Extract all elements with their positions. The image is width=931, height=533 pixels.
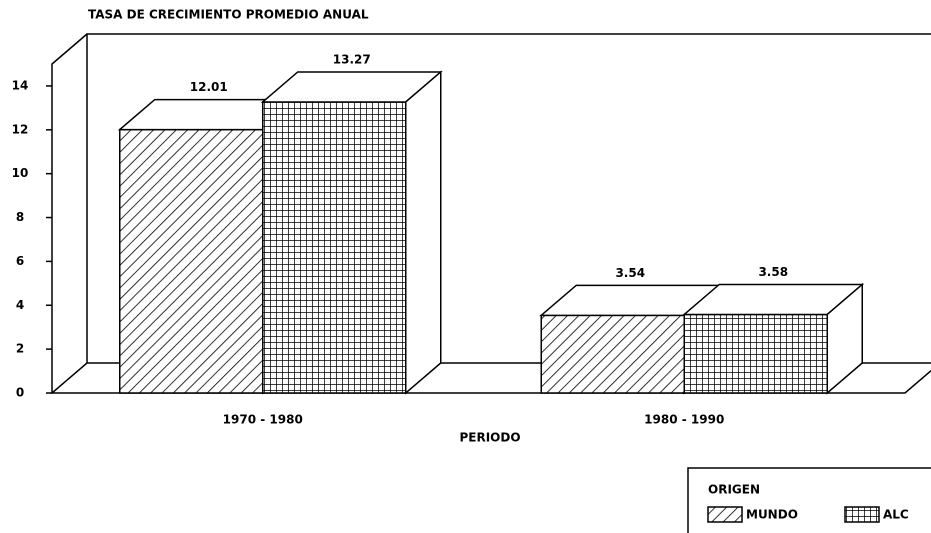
bar-front xyxy=(683,313,828,394)
data-label: 3.58 xyxy=(758,265,788,279)
legend-box xyxy=(687,467,931,533)
y-tick-label: 0 xyxy=(16,386,24,400)
legend-title: ORIGEN xyxy=(708,483,760,497)
x-tick-label: 1980 - 1990 xyxy=(644,413,724,427)
bar-front xyxy=(119,128,264,394)
bar-side xyxy=(826,282,863,395)
bar-side xyxy=(405,70,442,395)
bar-front xyxy=(540,314,685,394)
x-axis-label: PERIODO xyxy=(459,431,520,445)
legend: ORIGEN MUNDO ALC xyxy=(687,467,931,533)
y-tick-label: 12 xyxy=(12,122,29,136)
x-tick-label: 1970 - 1980 xyxy=(223,413,303,427)
data-label: 3.54 xyxy=(615,266,645,280)
y-tick-label: 6 xyxy=(16,254,24,268)
bar-front xyxy=(262,101,407,394)
legend-swatch xyxy=(707,506,743,523)
y-tick-label: 8 xyxy=(16,210,24,224)
y-tick-label: 2 xyxy=(16,342,24,356)
bar xyxy=(682,282,865,395)
y-axis xyxy=(51,33,88,393)
legend-label: ALC xyxy=(883,508,909,522)
chart-title: TASA DE CRECIMIENTO PROMEDIO ANUAL xyxy=(88,8,369,22)
y-tick-label: 10 xyxy=(12,166,29,180)
legend-label: MUNDO xyxy=(746,508,798,522)
data-label: 13.27 xyxy=(333,52,371,66)
y-tick-label: 14 xyxy=(12,78,29,92)
legend-swatch xyxy=(844,506,880,523)
data-label: 12.01 xyxy=(190,80,228,94)
y-tick-label: 4 xyxy=(16,298,24,312)
bar xyxy=(260,70,443,395)
